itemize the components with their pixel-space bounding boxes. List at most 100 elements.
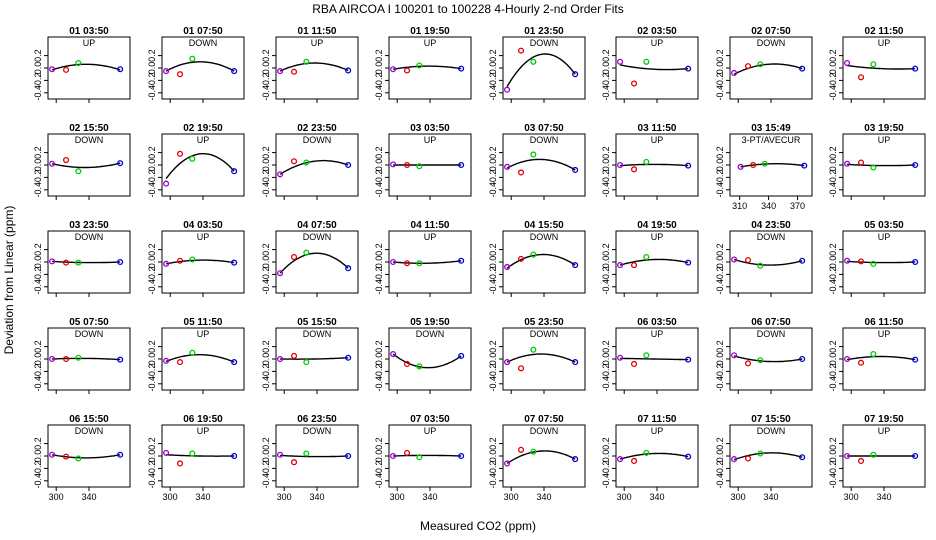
y-tick-label: 0.2	[715, 146, 725, 159]
y-tick-label: -0.2	[374, 364, 384, 380]
y-tick-label: -0.2	[147, 364, 157, 380]
data-point	[303, 159, 310, 166]
y-tick-label: 0.2	[828, 146, 838, 159]
fit-curve	[166, 454, 235, 457]
fit-curve	[279, 252, 349, 274]
y-tick-label: 0.2	[33, 243, 43, 256]
y-tick-label: -0.2	[261, 267, 271, 283]
panel-label: DOWN	[530, 426, 559, 436]
data-point	[757, 61, 764, 68]
data-point	[870, 61, 877, 68]
data-point	[189, 55, 196, 62]
data-point	[912, 65, 919, 72]
data-point	[744, 63, 752, 70]
data-point	[643, 58, 650, 65]
y-tick-label: 0.0	[374, 159, 384, 172]
panel-label: UP	[197, 232, 210, 242]
y-tick-label: -0.4	[488, 182, 498, 198]
panel-title: 05 23:50	[524, 317, 564, 328]
data-point	[62, 156, 70, 164]
data-point	[345, 161, 352, 169]
fit-curve	[51, 454, 121, 459]
x-tick-label: 300	[731, 492, 746, 502]
y-tick-label: -0.4	[374, 279, 384, 295]
data-point	[744, 257, 752, 264]
data-point	[617, 161, 624, 169]
y-tick-label: 0.2	[261, 49, 271, 62]
data-point	[857, 74, 865, 81]
data-point	[799, 65, 806, 72]
data-point	[290, 352, 298, 359]
panel-title: 04 07:50	[297, 220, 337, 231]
data-point	[277, 355, 284, 363]
panel-label: DOWN	[75, 329, 104, 339]
y-tick-label: 0.0	[828, 62, 838, 75]
y-tick-label: 0.0	[601, 450, 611, 463]
y-tick-label: 0.2	[488, 146, 498, 159]
x-tick-label: 300	[844, 492, 859, 502]
y-tick-label: -0.4	[261, 473, 271, 489]
y-tick-label: -0.2	[715, 73, 725, 89]
panel-label: UP	[197, 426, 210, 436]
panel-title: 03 11:50	[638, 123, 677, 134]
panel-label: DOWN	[189, 38, 218, 48]
y-tick-label: 0.0	[715, 353, 725, 366]
y-tick-label: -0.2	[715, 364, 725, 380]
y-tick-label: -0.4	[374, 182, 384, 198]
data-point	[844, 452, 851, 460]
data-point	[75, 354, 82, 361]
y-tick-label: 0.2	[374, 243, 384, 256]
data-point	[345, 265, 352, 272]
x-tick-label: 340	[422, 492, 437, 502]
fit-curve	[619, 452, 689, 460]
panel-title: 06 23:50	[297, 414, 337, 425]
panel-label: DOWN	[303, 426, 332, 436]
panel-title: 03 07:50	[524, 123, 564, 134]
panel-title: 01 11:50	[298, 26, 337, 37]
panel-title: 07 07:50	[524, 414, 564, 425]
data-point	[912, 356, 919, 363]
y-tick-label: 0.2	[601, 146, 611, 159]
y-tick-label: 0.0	[261, 353, 271, 366]
y-axis-label: Deviation from Linear (ppm)	[2, 206, 16, 355]
data-point	[530, 58, 537, 65]
panel-label: UP	[197, 135, 210, 145]
y-tick-label: -0.2	[715, 267, 725, 283]
data-point	[176, 460, 184, 467]
data-point	[277, 270, 284, 277]
y-tick-label: -0.2	[601, 364, 611, 380]
data-point	[277, 171, 284, 178]
y-tick-label: -0.2	[488, 461, 498, 477]
panel: 03 15:493-PT/AVECUR -0.4-0.20.00.2 310 340 3…	[715, 123, 813, 211]
panel-title: 05 07:50	[69, 317, 109, 328]
panel-label: DOWN	[757, 426, 786, 436]
data-point	[870, 350, 877, 358]
y-tick-label: -0.4	[261, 182, 271, 198]
panel-label: UP	[424, 135, 437, 145]
panel-title: 06 11:50	[865, 317, 904, 328]
data-point	[117, 451, 124, 458]
y-tick-label: -0.4	[374, 85, 384, 101]
y-tick-label: -0.2	[147, 170, 157, 186]
y-tick-label: 0.0	[33, 62, 43, 75]
panel-label: DOWN	[530, 329, 559, 339]
y-tick-label: -0.4	[488, 279, 498, 295]
y-tick-label: -0.4	[715, 85, 725, 101]
y-tick-label: 0.2	[601, 49, 611, 62]
panel-title: 02 03:50	[637, 26, 677, 37]
data-point	[303, 359, 310, 366]
y-tick-label: 0.2	[488, 243, 498, 256]
data-point	[390, 66, 397, 73]
data-point	[857, 258, 865, 265]
y-tick-label: -0.2	[33, 267, 43, 283]
y-tick-label: 0.0	[488, 159, 498, 172]
data-point	[231, 359, 238, 366]
y-tick-label: -0.4	[715, 182, 725, 198]
